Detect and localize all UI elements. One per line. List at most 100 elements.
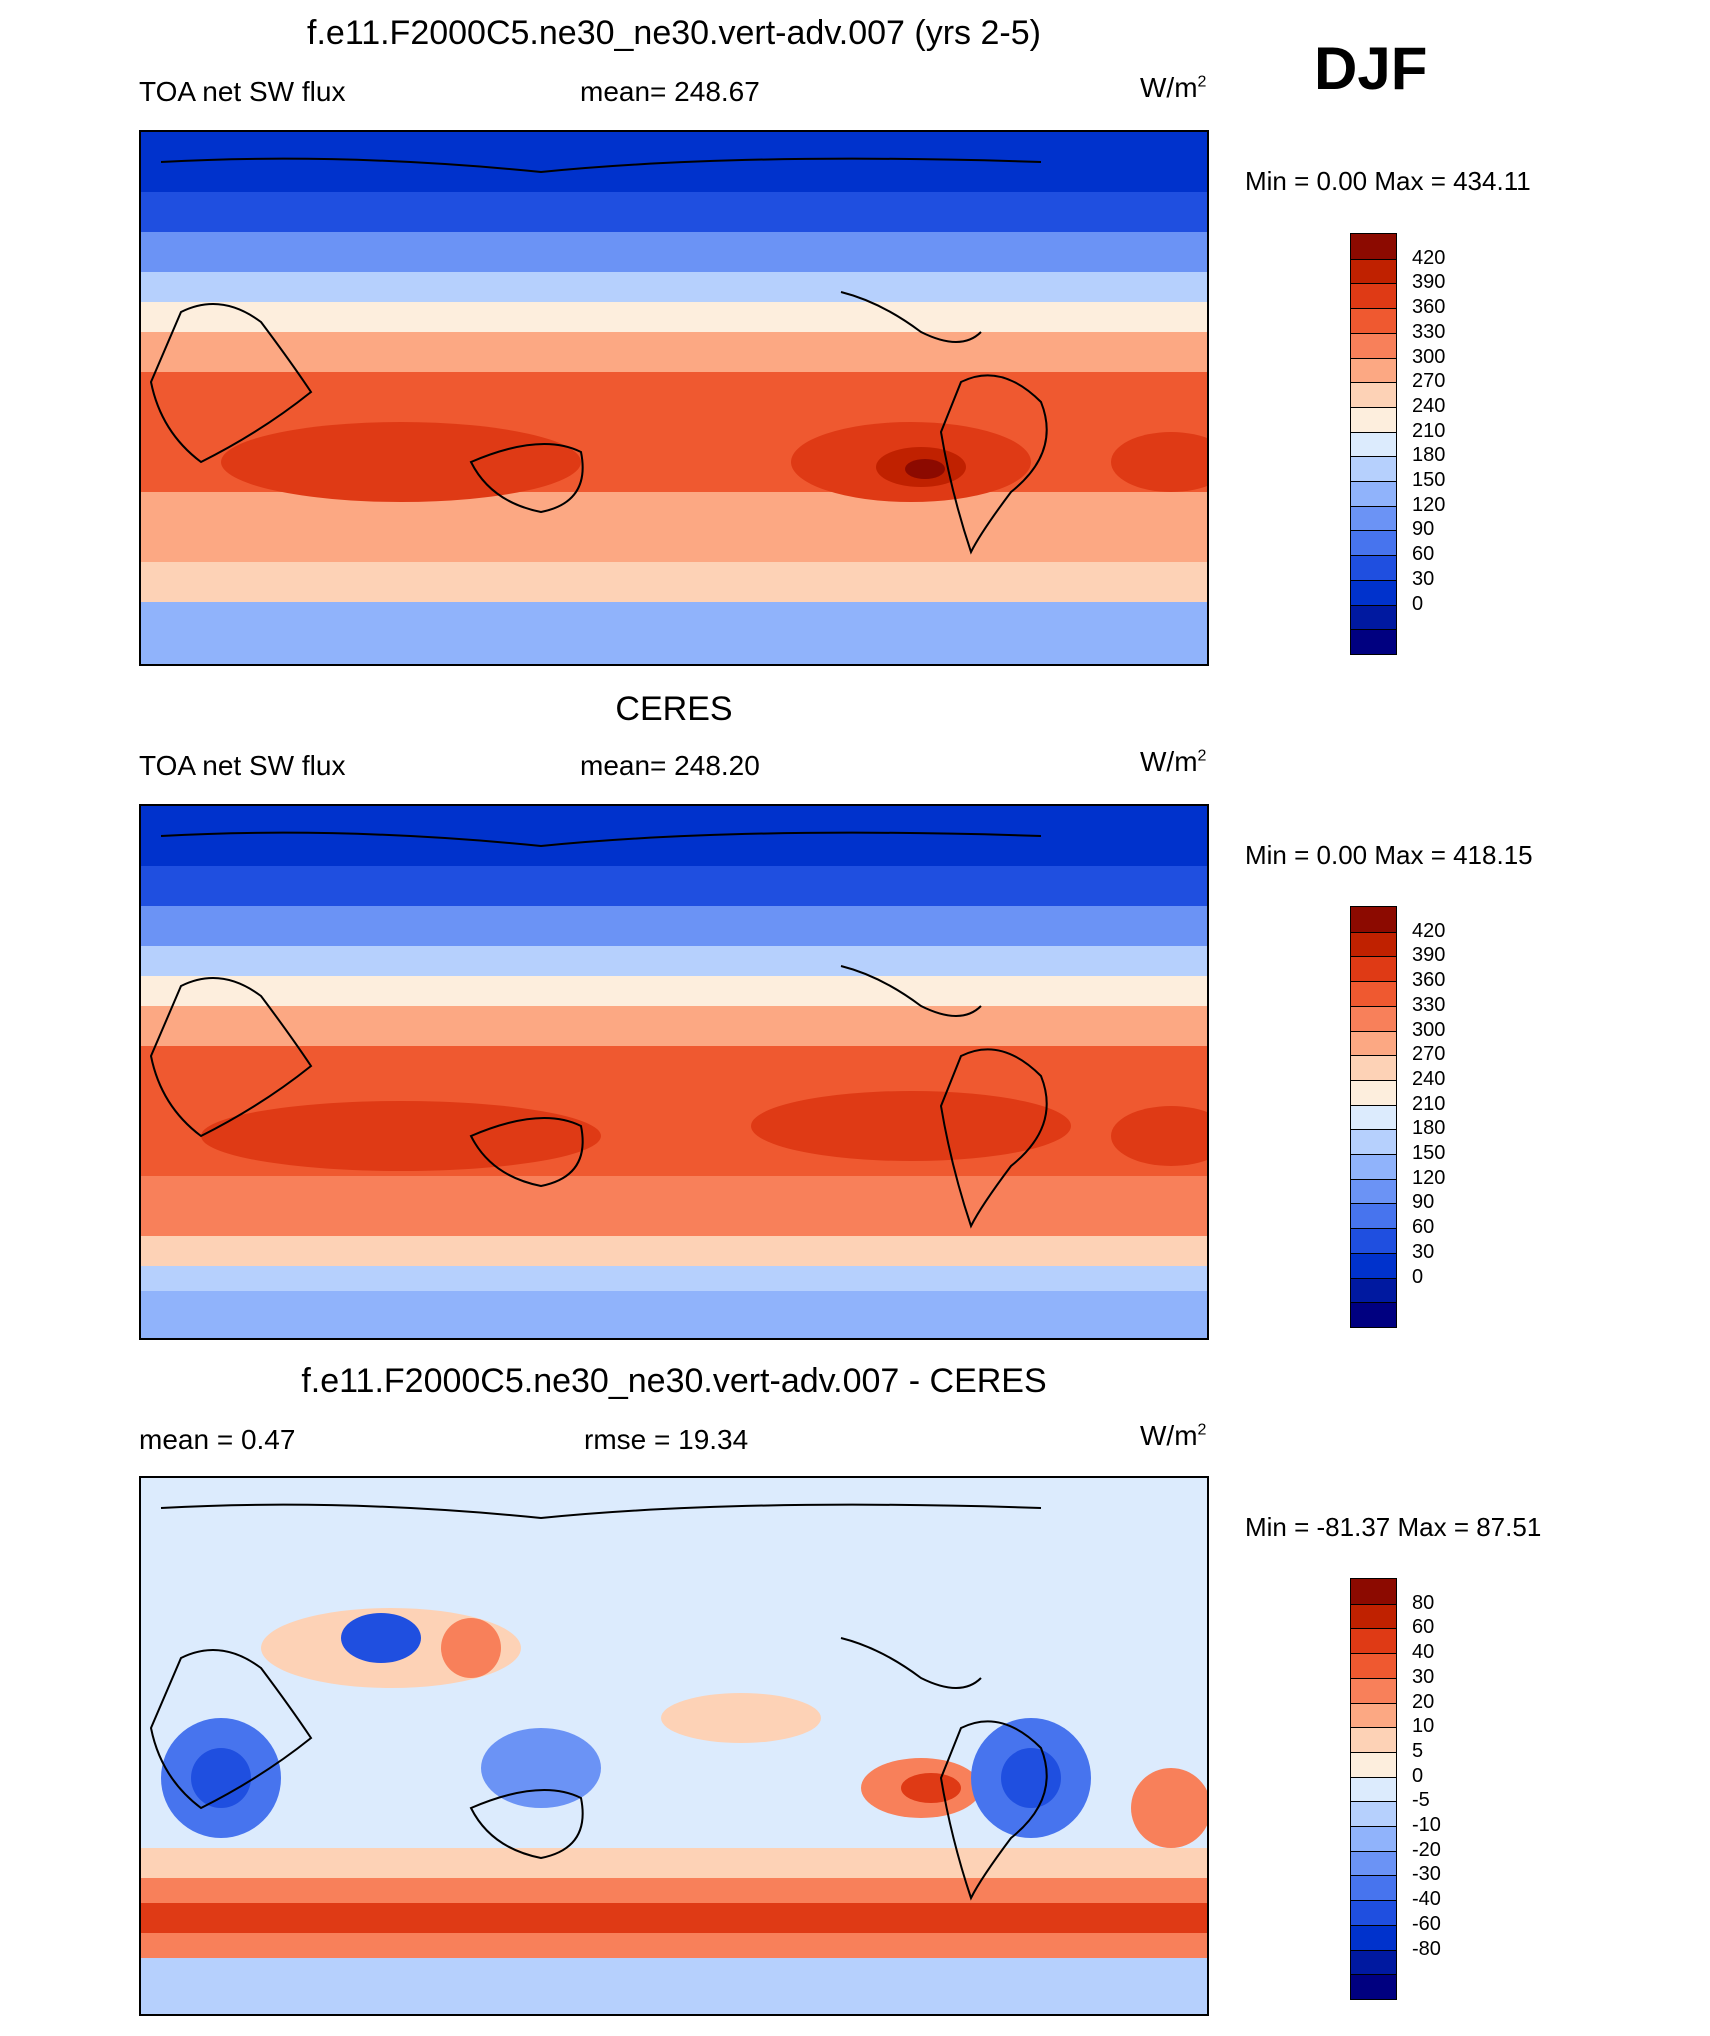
colorbar-tick-label: -10	[1412, 1814, 1441, 1837]
colorbar-swatch	[1351, 406, 1396, 432]
colorbar-swatch	[1351, 931, 1396, 957]
rmse-label: rmse = 19.34	[584, 1424, 749, 1455]
colorbar-tick-label: 30	[1412, 1665, 1435, 1688]
colorbar-tick-label: 270	[1412, 370, 1446, 393]
colorbar-swatch	[1351, 555, 1396, 580]
colorbar-tick-label: -60	[1412, 1912, 1441, 1935]
map-model-field	[141, 132, 1207, 664]
colorbar-tick-label: 60	[1412, 1616, 1435, 1639]
colorbar-tick-label: 420	[1412, 919, 1446, 942]
field-label: TOA net SW flux	[139, 76, 346, 107]
colorbar-tick-label: 300	[1412, 1018, 1446, 1041]
colorbar-tick-label: 210	[1412, 1092, 1446, 1115]
colorbar-swatch	[1351, 1154, 1396, 1179]
colorbar	[1350, 906, 1397, 1328]
colorbar-tick-label: 150	[1412, 1142, 1446, 1165]
colorbar-tick-label: -5	[1412, 1789, 1430, 1812]
season-label: DJF	[1314, 35, 1428, 102]
colorbar-swatch	[1351, 357, 1396, 383]
colorbar-swatch	[1351, 1727, 1396, 1752]
colorbar-swatch	[1351, 1949, 1396, 1975]
colorbar-swatch	[1351, 1079, 1396, 1105]
colorbar-swatch	[1351, 1751, 1396, 1777]
colorbar-tick-label: 420	[1412, 246, 1446, 269]
colorbar-swatch	[1351, 234, 1396, 259]
colorbar-tick-label: 10	[1412, 1715, 1435, 1738]
map-observations	[139, 804, 1209, 1340]
minmax-label: Min = 0.00 Max = 418.15	[1245, 840, 1533, 870]
colorbar-swatch	[1351, 1129, 1396, 1155]
colorbar-tick-label: 240	[1412, 1067, 1446, 1090]
panel-title: f.e11.F2000C5.ne30_ne30.vert-adv.007 (yr…	[307, 14, 1041, 52]
colorbar-swatch	[1351, 1974, 1396, 1999]
colorbar-swatch	[1351, 382, 1396, 407]
colorbar-swatch	[1351, 981, 1396, 1006]
colorbar-tick-label: 60	[1412, 1216, 1435, 1239]
colorbar-swatch	[1351, 1603, 1396, 1629]
colorbar	[1350, 233, 1397, 655]
colorbar-swatch	[1351, 481, 1396, 506]
colorbar-tick-label: 300	[1412, 345, 1446, 368]
colorbar-swatch	[1351, 1653, 1396, 1678]
colorbar-swatch	[1351, 1579, 1396, 1604]
colorbar-swatch	[1351, 1702, 1396, 1728]
units-label: W/m2	[1140, 746, 1207, 777]
map-model	[139, 130, 1209, 666]
colorbar-tick-label: 80	[1412, 1591, 1435, 1614]
colorbar-tick-label: 180	[1412, 1117, 1446, 1140]
colorbar-tick-label: 210	[1412, 419, 1446, 442]
colorbar-swatch	[1351, 907, 1396, 932]
colorbar-tick-label: 40	[1412, 1641, 1435, 1664]
colorbar-tick-label: 5	[1412, 1739, 1424, 1762]
colorbar-tick-label: -40	[1412, 1888, 1441, 1911]
colorbar-swatch	[1351, 530, 1396, 556]
colorbar-tick-label: 330	[1412, 320, 1446, 343]
colorbar-swatch	[1351, 283, 1396, 309]
colorbar-swatch	[1351, 1826, 1396, 1851]
colorbar-tick-label: -20	[1412, 1838, 1441, 1861]
colorbar-swatch	[1351, 258, 1396, 284]
colorbar-swatch	[1351, 579, 1396, 605]
field-label: TOA net SW flux	[139, 750, 346, 781]
minmax-label: Min = -81.37 Max = 87.51	[1245, 1512, 1542, 1542]
colorbar-tick-label: 120	[1412, 1166, 1446, 1189]
colorbar-tick-label: 90	[1412, 518, 1435, 541]
mean-label: mean= 248.20	[580, 750, 760, 781]
colorbar-tick-label: 390	[1412, 944, 1446, 967]
colorbar-tick-label: 20	[1412, 1690, 1435, 1713]
colorbar-tick-label: 0	[1412, 1764, 1424, 1787]
colorbar-swatch	[1351, 1677, 1396, 1703]
colorbar-tick-label: 30	[1412, 567, 1435, 590]
minmax-label: Min = 0.00 Max = 434.11	[1245, 166, 1531, 196]
colorbar-swatch	[1351, 604, 1396, 630]
colorbar-swatch	[1351, 1776, 1396, 1802]
colorbar-swatch	[1351, 956, 1396, 982]
colorbar-swatch	[1351, 1104, 1396, 1130]
colorbar-swatch	[1351, 1924, 1396, 1950]
colorbar-tick-label: -30	[1412, 1863, 1441, 1886]
colorbar-swatch	[1351, 1277, 1396, 1303]
colorbar-tick-label: -80	[1412, 1937, 1441, 1960]
colorbar-tick-label: 180	[1412, 444, 1446, 467]
colorbar-swatch	[1351, 1850, 1396, 1876]
colorbar-swatch	[1351, 1178, 1396, 1204]
colorbar-swatch	[1351, 1875, 1396, 1901]
map-observations-field	[141, 806, 1207, 1338]
colorbar-swatch	[1351, 332, 1396, 358]
colorbar-tick-label: 150	[1412, 469, 1446, 492]
colorbar-swatch	[1351, 1030, 1396, 1056]
colorbar-swatch	[1351, 1801, 1396, 1827]
mean-label: mean= 248.67	[580, 76, 760, 107]
colorbar-tick-label: 0	[1412, 1265, 1424, 1288]
map-difference	[139, 1476, 1209, 2016]
colorbar-tick-label: 30	[1412, 1240, 1435, 1263]
mean-label: mean = 0.47	[139, 1424, 296, 1455]
colorbar-swatch	[1351, 431, 1396, 457]
units-label: W/m2	[1140, 72, 1207, 103]
colorbar-swatch	[1351, 1252, 1396, 1278]
colorbar-swatch	[1351, 308, 1396, 333]
colorbar-swatch	[1351, 1628, 1396, 1654]
colorbar-tick-label: 390	[1412, 271, 1446, 294]
panel-title: CERES	[615, 690, 733, 728]
map-difference-field	[141, 1478, 1207, 2014]
